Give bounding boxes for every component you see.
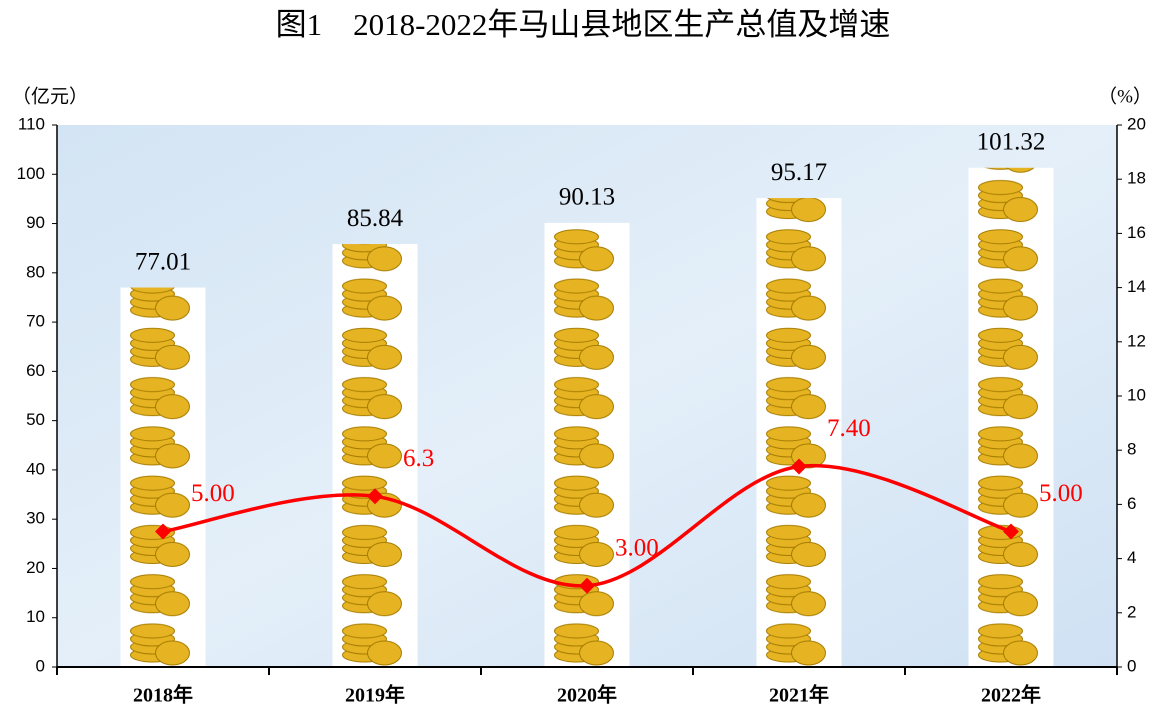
y-tick-label: 50 <box>26 410 45 429</box>
y2-tick-label: 20 <box>1127 114 1146 133</box>
line-value-label: 7.40 <box>827 415 871 442</box>
chart-title: 图1 2018-2022年马山县地区生产总值及增速 <box>276 7 891 42</box>
y2-tick-label: 6 <box>1127 494 1136 513</box>
line-value-label: 6.3 <box>403 445 434 472</box>
line-marker <box>1003 523 1019 540</box>
bar-group: 85.84 <box>332 205 418 667</box>
x-tick-label: 2021年 <box>769 683 829 707</box>
x-tick-label: 2020年 <box>557 683 617 707</box>
y2-tick-label: 0 <box>1127 656 1136 675</box>
y2-tick-label: 18 <box>1127 169 1146 188</box>
line-marker <box>155 523 171 540</box>
line-marker <box>791 458 807 475</box>
y2-tick-label: 10 <box>1127 385 1146 404</box>
bar-group: 90.13 <box>544 184 630 667</box>
y-tick-label: 110 <box>18 114 45 133</box>
y-tick-label: 40 <box>26 459 45 478</box>
y-tick-label: 100 <box>17 164 45 183</box>
bar <box>332 244 418 667</box>
y-tick-label: 90 <box>26 213 45 232</box>
line-value-label: 5.00 <box>1039 480 1083 507</box>
y2-tick-label: 14 <box>1127 277 1146 296</box>
x-tick-label: 2019年 <box>345 683 405 707</box>
bar <box>756 198 842 667</box>
bar <box>968 167 1054 667</box>
line-marker <box>367 488 383 505</box>
line-marker <box>579 577 595 594</box>
y-tick-label: 10 <box>26 607 45 626</box>
bar-value-label: 95.17 <box>771 159 827 186</box>
y-tick-label: 80 <box>26 262 45 281</box>
y2-tick-label: 4 <box>1127 548 1136 567</box>
bar-value-label: 85.84 <box>347 205 404 232</box>
x-tick-label: 2018年 <box>133 683 193 707</box>
y2-axis-title: （%） <box>1098 85 1152 107</box>
bar-group: 101.32 <box>968 129 1054 667</box>
x-tick-label: 2022年 <box>981 683 1041 707</box>
bar-value-label: 90.13 <box>559 184 615 211</box>
bar <box>120 287 206 667</box>
line-value-label: 3.00 <box>615 534 659 561</box>
y-tick-label: 30 <box>26 509 45 528</box>
y2-tick-label: 8 <box>1127 440 1136 459</box>
y-tick-label: 70 <box>26 312 45 331</box>
y-tick-label: 0 <box>36 656 45 675</box>
y-tick-label: 60 <box>26 361 45 380</box>
bar-group: 95.17 <box>756 159 842 667</box>
bar-value-label: 101.32 <box>977 129 1046 156</box>
bar <box>544 222 630 667</box>
y2-tick-label: 16 <box>1127 223 1146 242</box>
y2-tick-label: 2 <box>1127 602 1136 621</box>
y-axis-title: （亿元） <box>12 85 88 107</box>
bar-value-label: 77.01 <box>135 248 191 275</box>
bar-group: 77.01 <box>120 248 206 667</box>
y2-tick-label: 12 <box>1127 331 1146 350</box>
line-value-label: 5.00 <box>191 480 235 507</box>
y-tick-label: 20 <box>26 558 45 577</box>
